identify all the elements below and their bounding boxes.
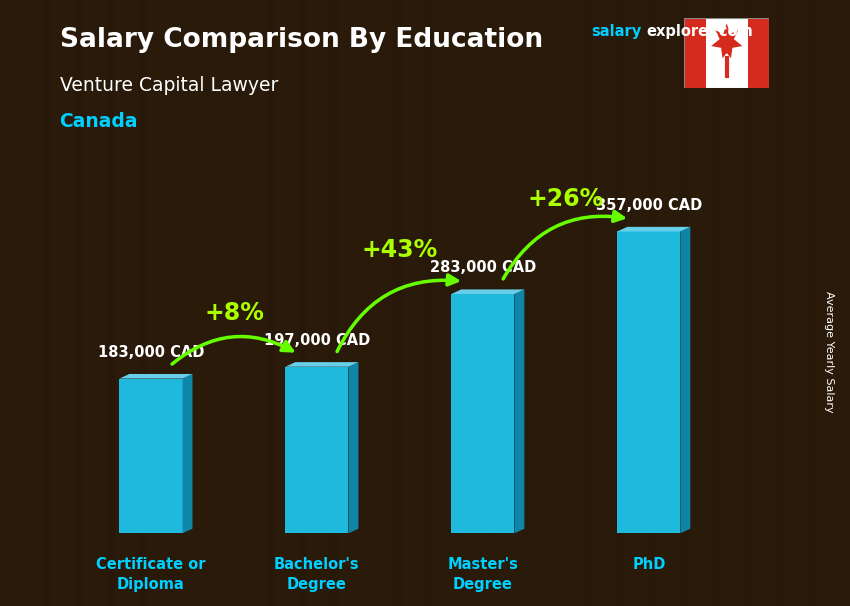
Polygon shape <box>348 362 359 533</box>
Text: salary: salary <box>591 24 641 39</box>
Text: Salary Comparison By Education: Salary Comparison By Education <box>60 27 542 53</box>
Bar <box>298 0 306 606</box>
Polygon shape <box>617 227 690 231</box>
Polygon shape <box>286 367 348 533</box>
Bar <box>711 0 720 606</box>
Bar <box>265 0 274 606</box>
Text: explorer.com: explorer.com <box>646 24 753 39</box>
Text: 197,000 CAD: 197,000 CAD <box>264 333 370 348</box>
Bar <box>584 0 592 606</box>
Text: +43%: +43% <box>362 238 438 262</box>
Bar <box>138 0 146 606</box>
Polygon shape <box>514 290 524 533</box>
Bar <box>680 0 688 606</box>
Bar <box>489 0 497 606</box>
Bar <box>775 0 784 606</box>
Polygon shape <box>680 227 690 533</box>
Text: PhD: PhD <box>632 557 666 572</box>
Bar <box>684 18 705 88</box>
Text: Certificate or
Diploma: Certificate or Diploma <box>96 557 206 591</box>
Bar <box>42 0 51 606</box>
Polygon shape <box>617 231 680 533</box>
Polygon shape <box>286 362 359 367</box>
Polygon shape <box>711 24 742 58</box>
Polygon shape <box>451 290 524 294</box>
Bar <box>393 0 401 606</box>
Bar <box>202 0 210 606</box>
Bar <box>106 0 115 606</box>
Text: Bachelor's
Degree: Bachelor's Degree <box>274 557 360 591</box>
Bar <box>361 0 370 606</box>
Polygon shape <box>120 379 183 533</box>
Bar <box>808 0 816 606</box>
Bar <box>648 0 656 606</box>
Bar <box>170 0 178 606</box>
Bar <box>75 0 82 606</box>
Bar <box>552 0 561 606</box>
Text: 183,000 CAD: 183,000 CAD <box>98 345 204 360</box>
Bar <box>616 0 625 606</box>
Polygon shape <box>183 374 192 533</box>
Text: 283,000 CAD: 283,000 CAD <box>430 261 536 275</box>
Bar <box>706 18 748 88</box>
Text: 357,000 CAD: 357,000 CAD <box>596 198 702 213</box>
Bar <box>457 0 466 606</box>
Text: Venture Capital Lawyer: Venture Capital Lawyer <box>60 76 278 95</box>
Polygon shape <box>120 374 192 379</box>
Text: +8%: +8% <box>204 301 264 325</box>
Bar <box>425 0 434 606</box>
Bar <box>234 0 242 606</box>
Text: Average Yearly Salary: Average Yearly Salary <box>824 291 834 412</box>
Text: Canada: Canada <box>60 112 138 131</box>
Bar <box>748 18 769 88</box>
Text: Master's
Degree: Master's Degree <box>447 557 518 591</box>
Polygon shape <box>451 294 514 533</box>
Bar <box>329 0 337 606</box>
Bar <box>520 0 529 606</box>
Bar <box>744 0 752 606</box>
Text: +26%: +26% <box>528 187 604 211</box>
